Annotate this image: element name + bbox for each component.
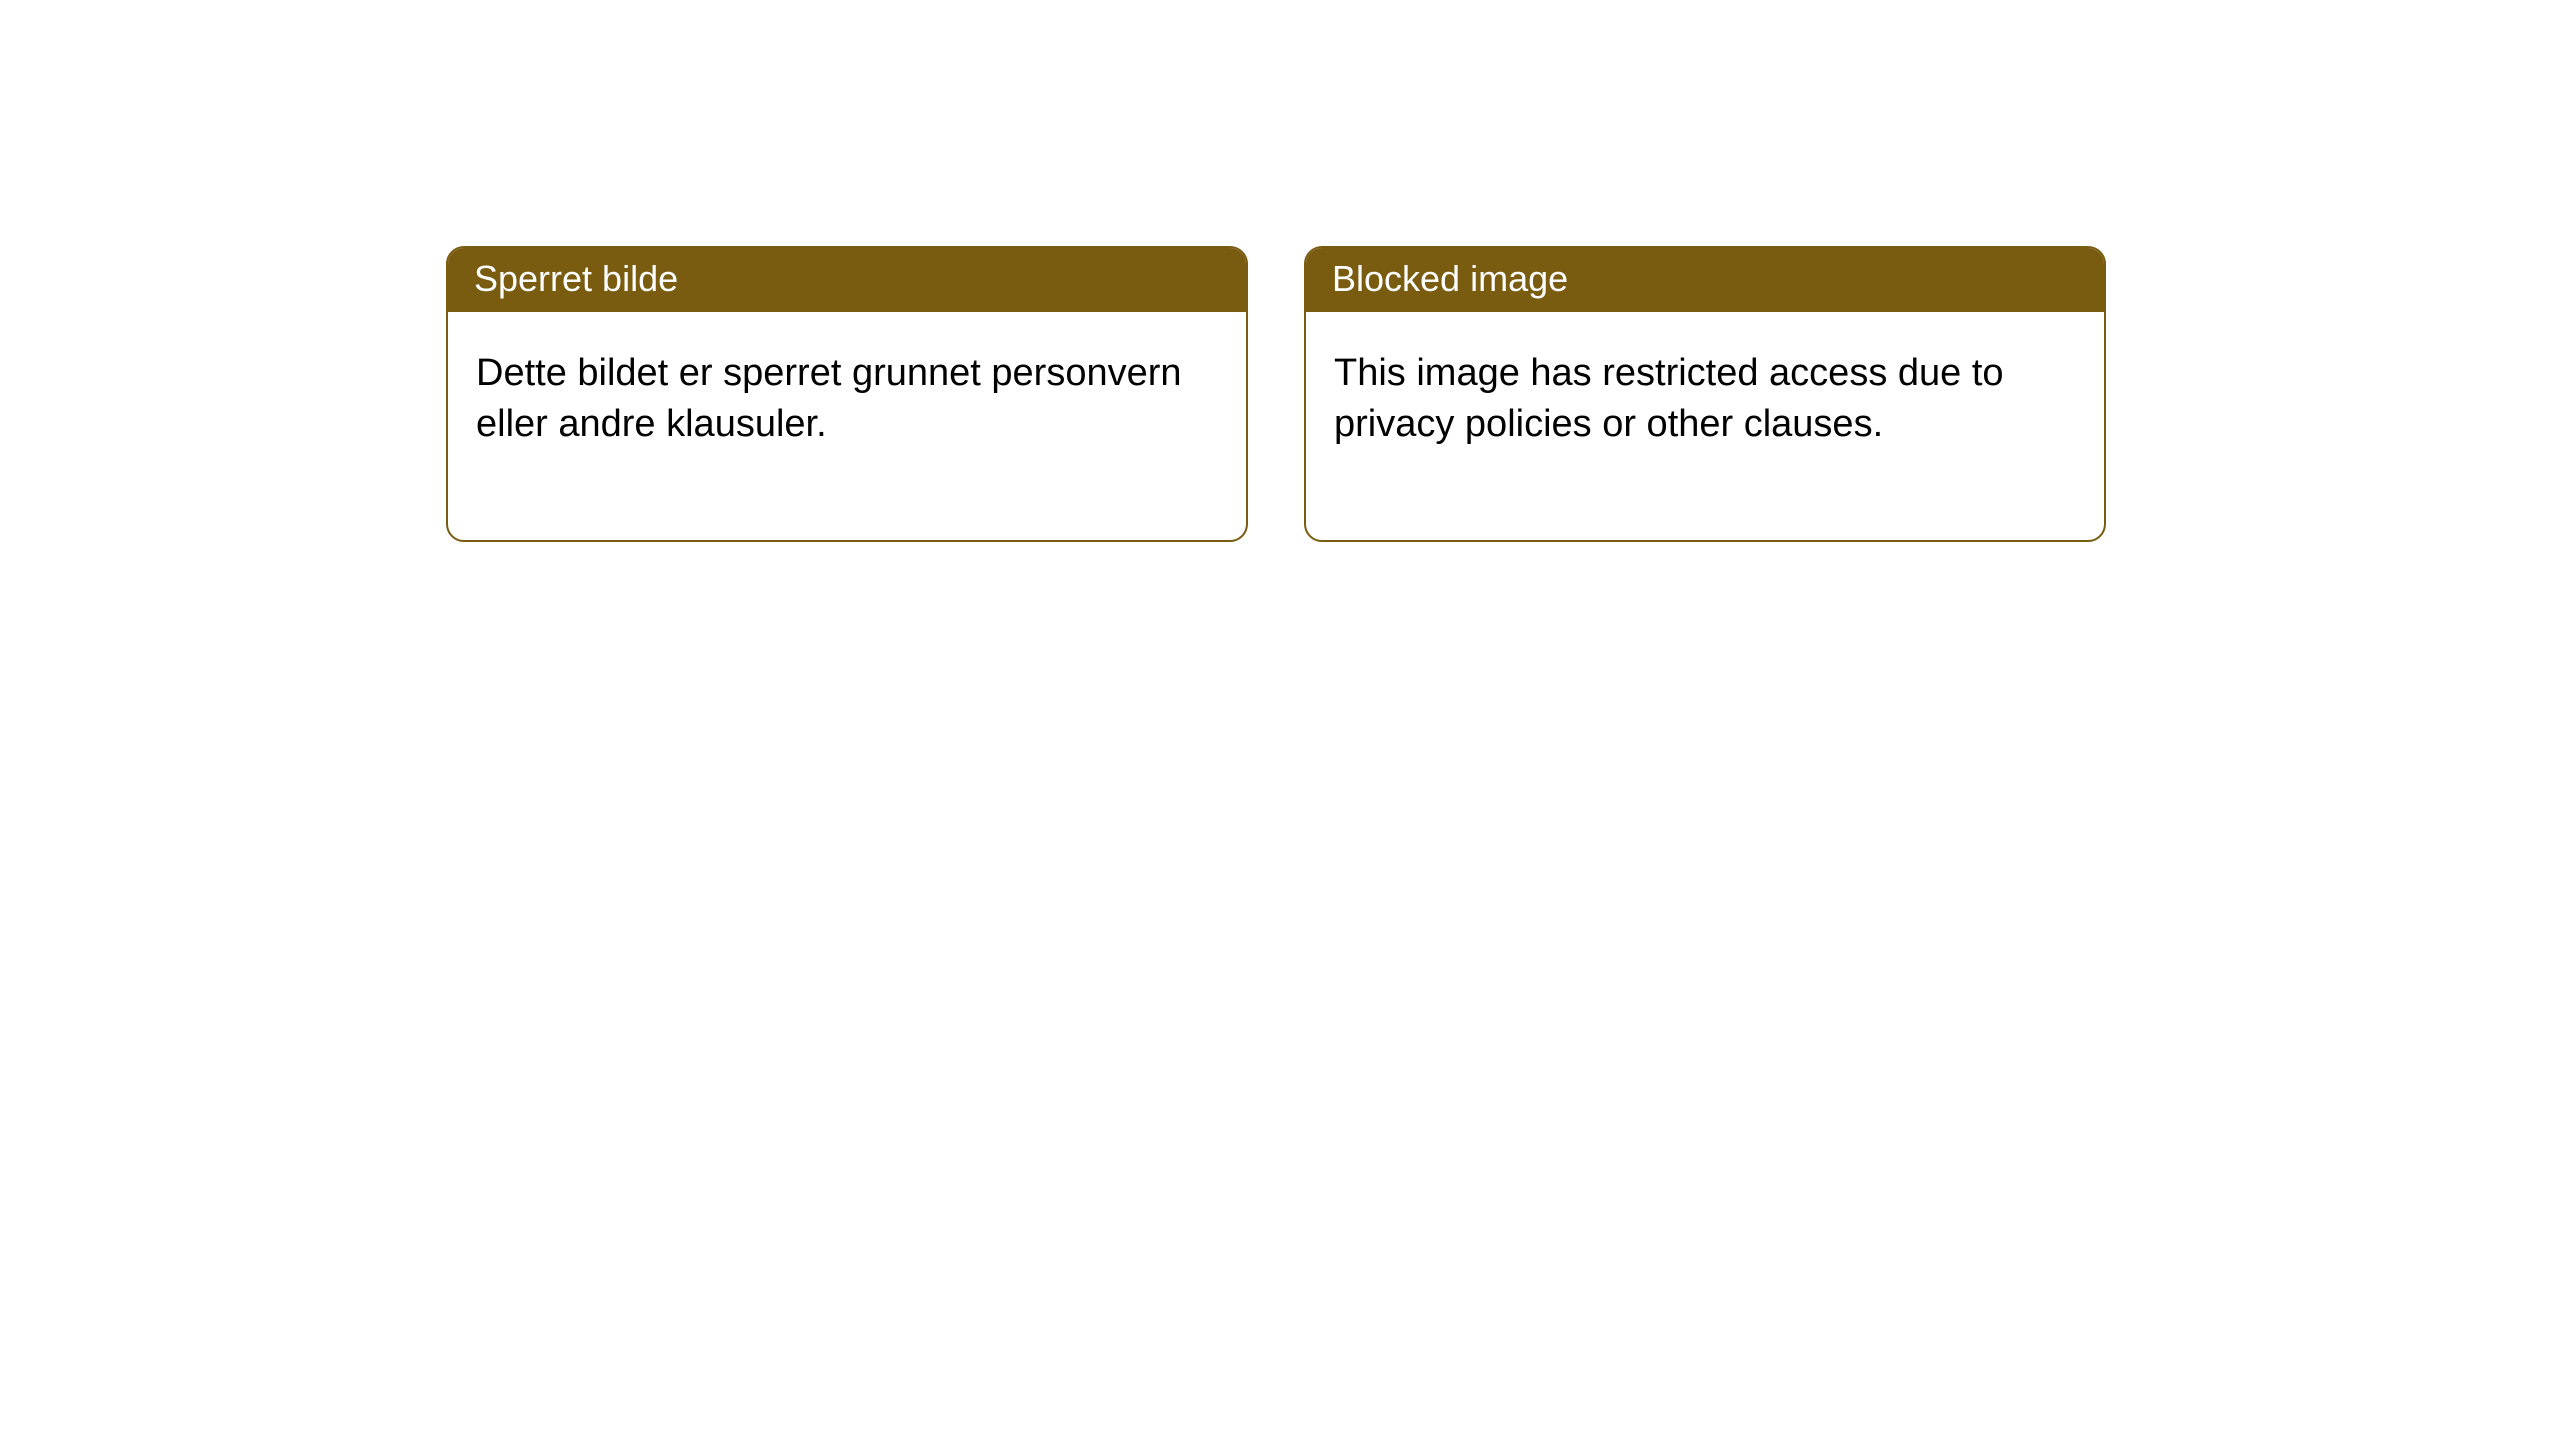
notice-container: Sperret bilde Dette bildet er sperret gr… <box>446 246 2106 542</box>
notice-title-english: Blocked image <box>1306 248 2104 312</box>
notice-body-norwegian: Dette bildet er sperret grunnet personve… <box>448 312 1246 540</box>
notice-card-norwegian: Sperret bilde Dette bildet er sperret gr… <box>446 246 1248 542</box>
notice-body-english: This image has restricted access due to … <box>1306 312 2104 540</box>
notice-title-norwegian: Sperret bilde <box>448 248 1246 312</box>
notice-card-english: Blocked image This image has restricted … <box>1304 246 2106 542</box>
